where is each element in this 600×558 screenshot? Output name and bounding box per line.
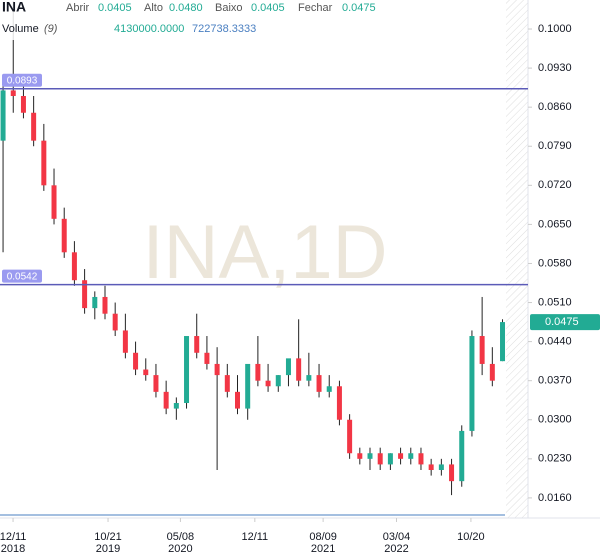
candle-body bbox=[71, 252, 77, 281]
last-price-bg bbox=[530, 314, 600, 331]
level-label: 0.0893 bbox=[7, 75, 38, 86]
x-tick-label: 12/11 bbox=[0, 531, 26, 543]
volume-value: 4130000.0000 bbox=[114, 23, 184, 35]
candle-body bbox=[357, 453, 363, 459]
x-tick-year: 2018 bbox=[1, 543, 25, 555]
candle-body bbox=[214, 363, 220, 376]
candle-body bbox=[10, 90, 16, 97]
y-tick-label: 0.1000 bbox=[538, 23, 572, 35]
candle-body bbox=[255, 363, 261, 381]
candle-body bbox=[143, 369, 149, 376]
x-tick-year: 2019 bbox=[96, 543, 120, 555]
open-value: 0.0405 bbox=[98, 2, 132, 14]
candle-body bbox=[275, 375, 281, 387]
legend-bg bbox=[0, 0, 230, 40]
last-price-label: 0.0475 bbox=[545, 316, 579, 328]
candle-body bbox=[194, 336, 200, 353]
y-tick-label: 0.0370 bbox=[538, 375, 572, 387]
candle-body bbox=[41, 140, 47, 186]
y-tick-label: 0.0160 bbox=[538, 492, 572, 504]
candle-body bbox=[428, 464, 434, 470]
open-label: Abrir bbox=[66, 2, 90, 14]
low-value: 0.0405 bbox=[251, 2, 285, 14]
close-value: 0.0475 bbox=[342, 2, 376, 14]
volume-average: 722738.3333 bbox=[192, 23, 256, 35]
x-tick-label: 10/20 bbox=[457, 531, 485, 543]
candle-body bbox=[82, 280, 88, 309]
candle-body bbox=[347, 419, 353, 454]
y-tick-label: 0.0440 bbox=[538, 336, 572, 348]
level-label-bg bbox=[2, 73, 42, 87]
candle-body bbox=[438, 464, 444, 470]
y-tick-label: 0.0720 bbox=[538, 179, 572, 191]
candle-body bbox=[326, 386, 332, 392]
volume-label: Volume bbox=[2, 23, 39, 35]
candle-body bbox=[224, 375, 230, 392]
watermark: INA,1D bbox=[143, 210, 388, 295]
candle-body bbox=[316, 375, 322, 392]
x-tick-label: 12/11 bbox=[241, 531, 268, 543]
candle-body bbox=[306, 375, 312, 381]
low-label: Baixo bbox=[215, 2, 243, 14]
y-tick-label: 0.0650 bbox=[538, 218, 572, 230]
y-tick-label: 0.0930 bbox=[538, 62, 572, 74]
candle-body bbox=[398, 453, 404, 459]
candle-body bbox=[285, 358, 291, 376]
y-tick-label: 0.0300 bbox=[538, 414, 572, 426]
candle-body bbox=[20, 96, 26, 113]
candle-body bbox=[296, 358, 302, 381]
candle-body bbox=[153, 375, 159, 392]
y-tick-label: 0.0790 bbox=[538, 140, 572, 152]
plot bbox=[0, 1, 506, 496]
candle-body bbox=[418, 453, 424, 465]
x-tick-label: 05/08 bbox=[167, 531, 195, 543]
candle-body bbox=[133, 352, 139, 370]
candle-body bbox=[0, 90, 6, 141]
candle-body bbox=[500, 322, 506, 362]
candle-body bbox=[122, 330, 128, 353]
candle-body bbox=[336, 386, 342, 420]
candle-body bbox=[112, 313, 118, 331]
x-tick-label: 08/09 bbox=[309, 531, 337, 543]
candle-body bbox=[31, 112, 37, 141]
x-tick-year: 2021 bbox=[311, 543, 335, 555]
candle-body bbox=[459, 430, 465, 482]
level-label: 0.0542 bbox=[7, 271, 38, 282]
y-tick-label: 0.0230 bbox=[538, 453, 572, 465]
x-tick-label: 03/04 bbox=[383, 531, 411, 543]
candle-body bbox=[102, 296, 108, 314]
candle-body bbox=[184, 336, 190, 404]
candle-body bbox=[479, 336, 485, 364]
candle-body bbox=[234, 391, 240, 409]
candle-body bbox=[265, 380, 271, 387]
volume-period: (9) bbox=[44, 23, 58, 35]
y-tick-label: 0.0510 bbox=[538, 296, 572, 308]
candle-body bbox=[61, 218, 67, 253]
candle-body bbox=[469, 336, 475, 431]
x-tick-year: 2022 bbox=[384, 543, 408, 555]
symbol: INA bbox=[2, 0, 26, 15]
x-tick-label: 10/21 bbox=[94, 531, 122, 543]
high-value: 0.0480 bbox=[169, 2, 203, 14]
y-tick-label: 0.0580 bbox=[538, 257, 572, 269]
candle-body bbox=[408, 453, 414, 459]
x-tick-year: 2020 bbox=[168, 543, 192, 555]
close-label: Fechar bbox=[298, 2, 333, 14]
candle-body bbox=[92, 296, 98, 309]
candle-body bbox=[173, 403, 179, 409]
candle-body bbox=[245, 363, 251, 409]
future-area bbox=[506, 0, 528, 518]
candle-body bbox=[489, 363, 495, 381]
candle-body bbox=[367, 453, 373, 459]
candle-body bbox=[51, 185, 57, 219]
y-tick-label: 0.0860 bbox=[538, 101, 572, 113]
candle-body bbox=[204, 352, 210, 364]
candle-body bbox=[387, 453, 393, 465]
level-label-bg bbox=[2, 269, 42, 283]
high-label: Alto bbox=[144, 2, 163, 14]
candle-body bbox=[163, 391, 169, 409]
candle-body bbox=[377, 453, 383, 465]
candle-body bbox=[449, 464, 455, 482]
